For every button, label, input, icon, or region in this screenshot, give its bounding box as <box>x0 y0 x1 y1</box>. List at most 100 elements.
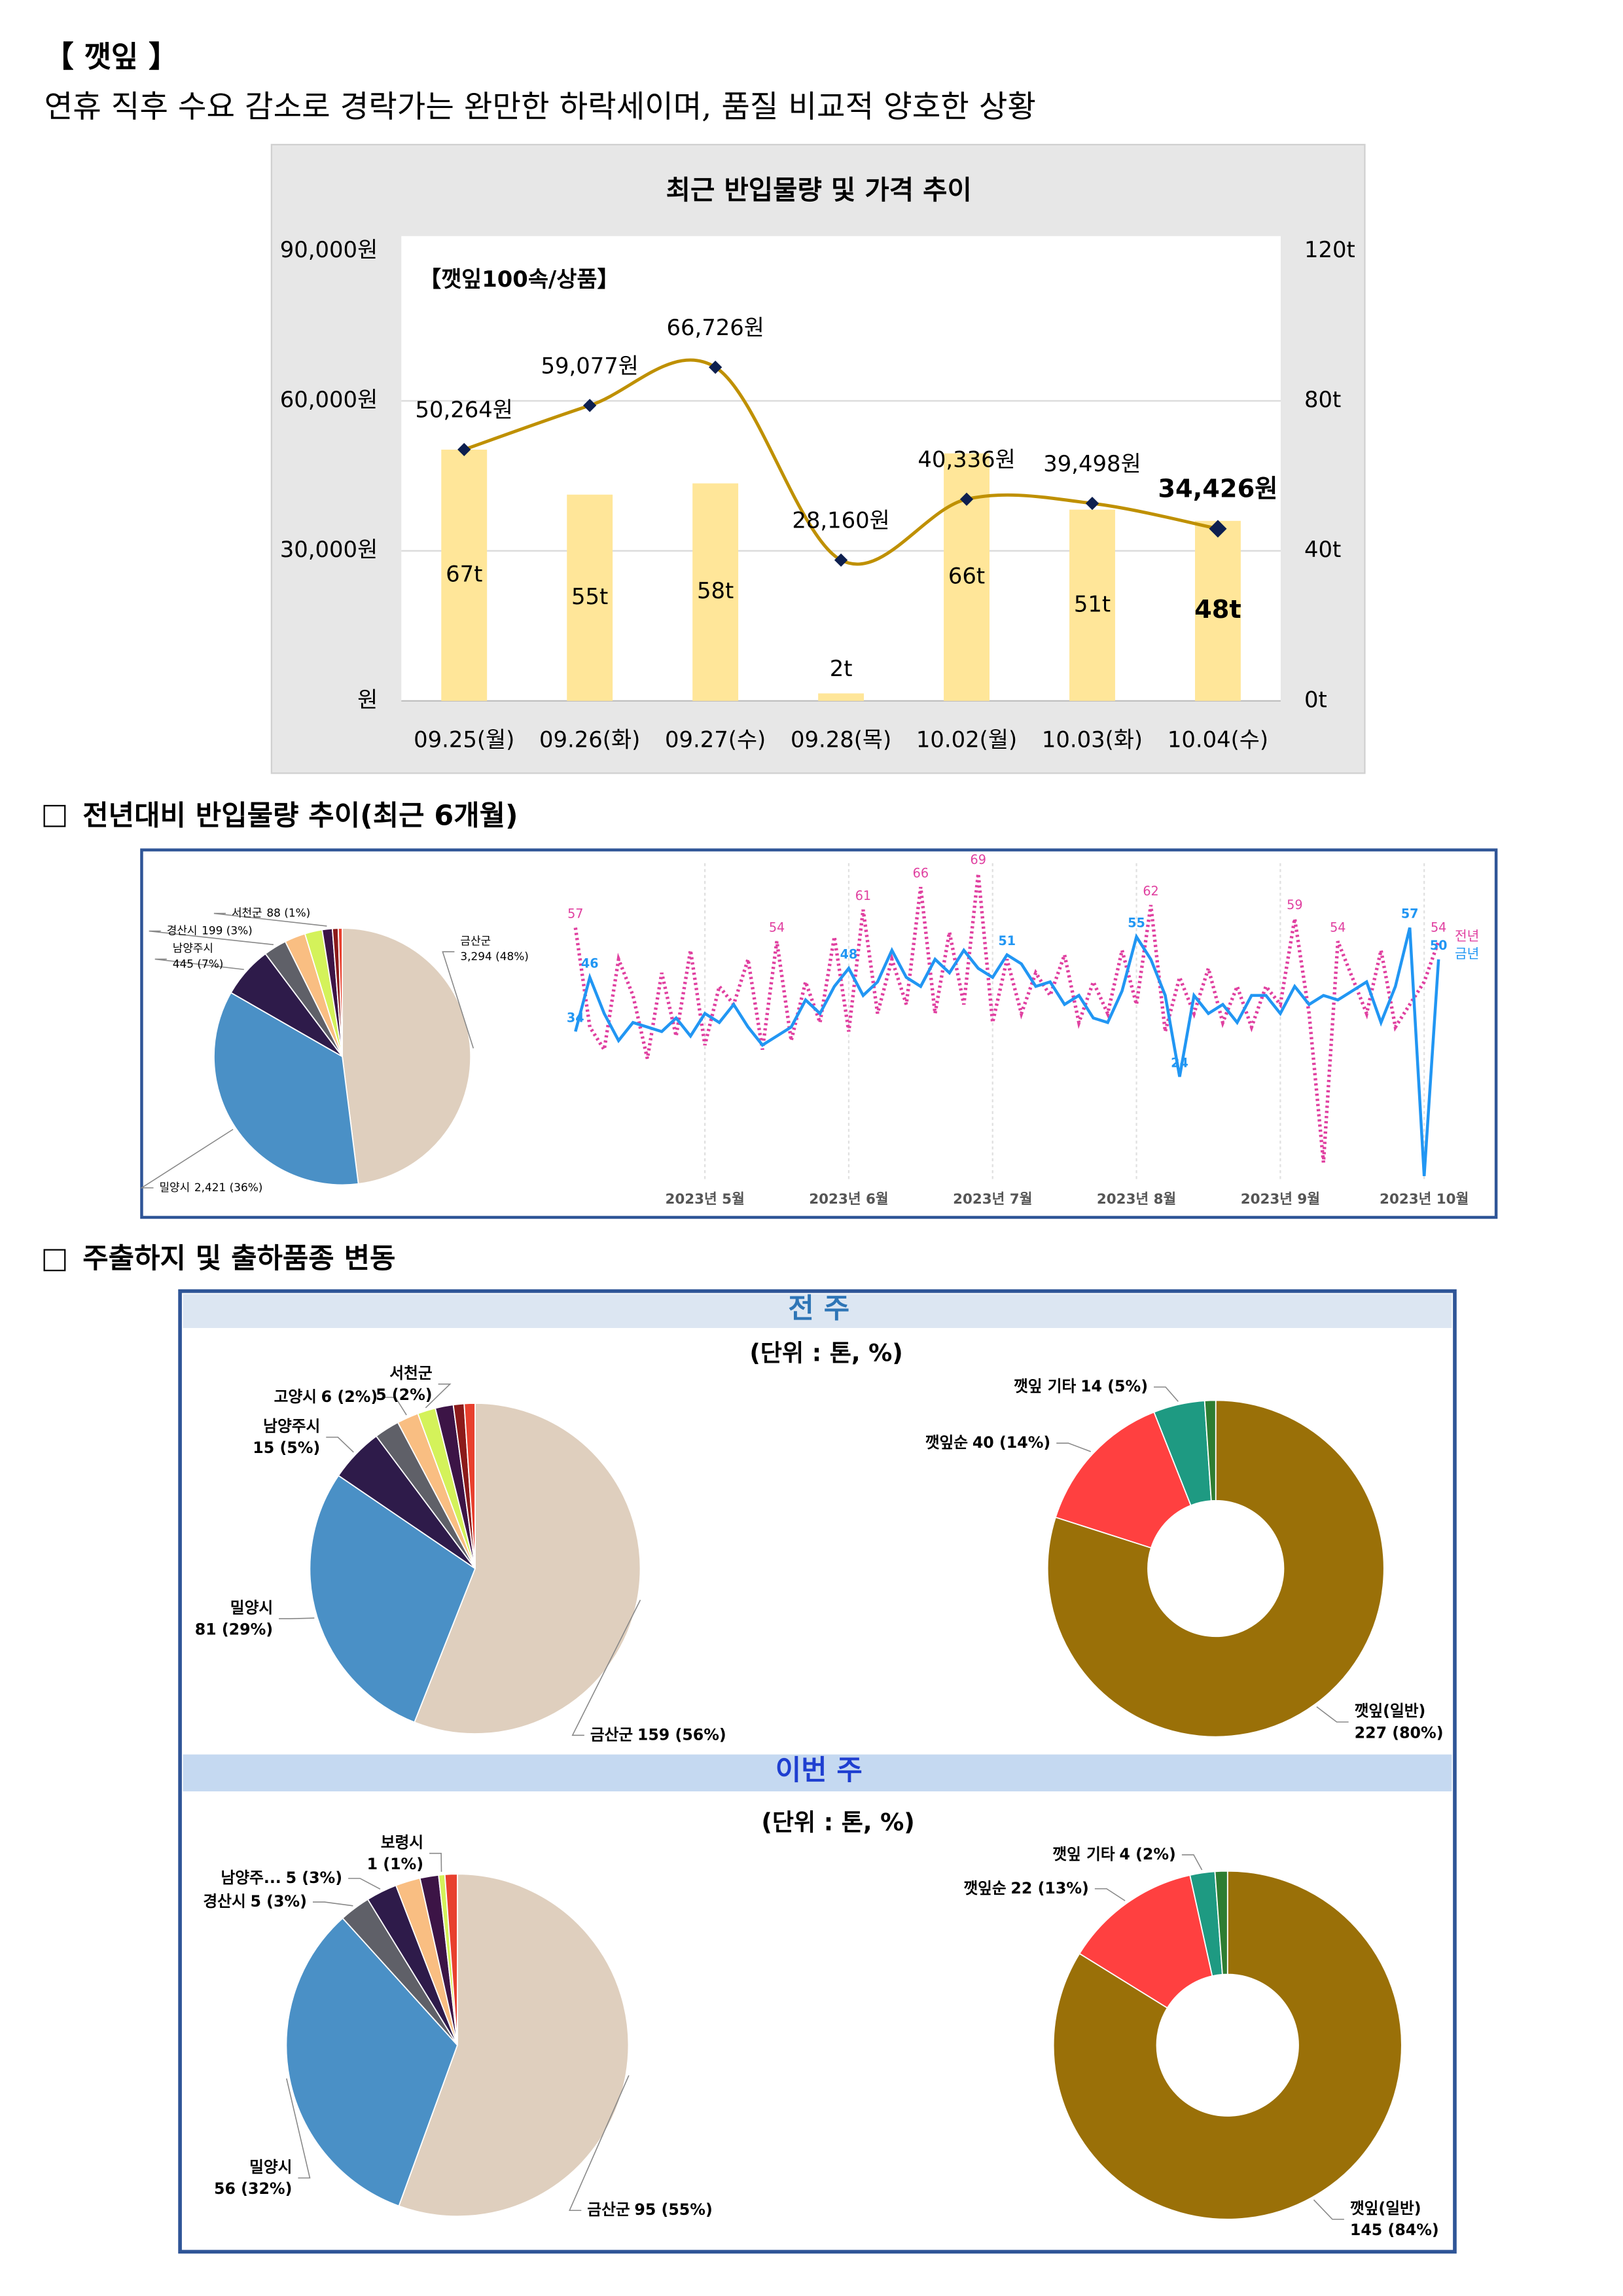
leader-line <box>326 1437 354 1453</box>
x-tick-label: 2023년 6월 <box>809 1191 888 1208</box>
slice-value: 14 (5%) <box>1080 1377 1148 1395</box>
leader-line <box>213 912 327 927</box>
price-label: 40,336원 <box>918 447 1015 473</box>
x-tick-label: 10.02(월) <box>916 726 1017 752</box>
data-label: 46 <box>581 956 599 971</box>
bar <box>1069 509 1115 701</box>
donut-slice <box>1052 1870 1402 2220</box>
slice-label: 남양주... 5 (3%) <box>221 1868 343 1886</box>
price-marker <box>583 399 597 412</box>
slice-label: 깻잎순 22 (13%) <box>963 1878 1088 1897</box>
price-marker <box>708 360 722 374</box>
donut-slice <box>1204 1399 1217 1502</box>
x-tick-label: 2023년 9월 <box>1241 1191 1320 1208</box>
leader-line <box>1181 1854 1203 1871</box>
slice-value: 88 (1%) <box>266 906 310 920</box>
chart-annotation: 【깻잎100속/상품】 <box>419 266 619 292</box>
data-label: 57 <box>567 906 583 922</box>
data-label: 50 <box>1430 938 1448 953</box>
y-tick-label: 90,000원 <box>280 237 378 262</box>
slice-value: 1 (1%) <box>367 1855 423 1873</box>
y2-tick-label: 0t <box>1304 687 1327 712</box>
leader-line <box>569 2075 630 2212</box>
slice-category: 고양시 <box>274 1388 317 1406</box>
pie-slice <box>463 1403 476 1569</box>
slice-category: 깻잎(일반) <box>1350 2198 1421 2217</box>
slice-category: 경산시 <box>167 924 198 937</box>
slice-category: 금산군 <box>460 934 491 947</box>
bar-label: 67t <box>446 561 482 586</box>
bar <box>567 494 613 701</box>
series-line <box>574 927 1440 1176</box>
slice-label: 남양주시 445 (7%) <box>173 942 224 971</box>
leader-line <box>1094 1888 1126 1901</box>
week-title: 이번 주 <box>776 1754 863 1787</box>
slice-category: 금산군 <box>590 1725 633 1744</box>
data-label: 51 <box>998 933 1016 948</box>
slice-category: 깻잎순 <box>925 1433 968 1451</box>
slice-value: 445 (7%) <box>173 957 224 970</box>
slice-value: 22 (13%) <box>1010 1878 1088 1897</box>
slice-category: 서천군 <box>389 1363 432 1382</box>
data-label: 54 <box>1330 920 1346 935</box>
slice-category: 밀양시 <box>249 2157 292 2176</box>
leader-line <box>1313 2199 1344 2220</box>
checkbox <box>43 804 66 827</box>
leader-line <box>429 1852 442 1872</box>
slice-value: 5 (3%) <box>286 1868 342 1886</box>
slice-value: 95 (55%) <box>634 2200 712 2219</box>
data-label: 61 <box>855 888 871 903</box>
pie-slice <box>285 1917 458 2207</box>
y-tick-label: 원 <box>357 687 378 712</box>
leader-line <box>139 1128 234 1189</box>
legend-entry: 금년 <box>1455 946 1479 961</box>
section-title: 전년대비 반입물량 추이(최근 6개월) <box>82 799 518 832</box>
x-tick-label: 2023년 5월 <box>665 1191 744 1208</box>
slice-value: 4 (2%) <box>1119 1844 1175 1863</box>
week-band <box>183 1754 1452 1791</box>
slice-label: 경산시 5 (3%) <box>203 1892 307 1910</box>
slice-category: 남양주... <box>221 1868 281 1886</box>
bar <box>441 449 488 701</box>
price-label: 34,426원 <box>1158 475 1277 504</box>
slice-value: 3,294 (48%) <box>460 950 528 963</box>
data-label: 54 <box>769 920 785 935</box>
x-tick-label: 2023년 8월 <box>1097 1191 1176 1208</box>
slice-value: 40 (14%) <box>972 1433 1050 1451</box>
slice-category: 금산군 <box>587 2200 630 2219</box>
slice-label: 서천군 88 (1%) <box>232 906 310 920</box>
price-label: 66,726원 <box>666 315 764 340</box>
price-label: 28,160원 <box>792 508 889 533</box>
x-tick-label: 2023년 10월 <box>1380 1191 1469 1208</box>
unit-label: (단위 : 톤, %) <box>749 1340 902 1367</box>
leader-line <box>312 1901 353 1907</box>
price-marker <box>834 553 848 567</box>
slice-label: 금산군 3,294 (48%) <box>460 934 528 963</box>
bar <box>692 483 739 701</box>
leader-line <box>442 951 474 1049</box>
slice-label: 경산시 199 (3%) <box>167 924 253 937</box>
pie-slice <box>309 1475 476 1723</box>
pie-slice <box>414 1403 641 1734</box>
slice-value: 81 (29%) <box>195 1620 273 1638</box>
bar-label: 2t <box>830 656 853 681</box>
slice-label: 밀양시 81 (29%) <box>195 1598 273 1638</box>
slice-label: 금산군 159 (56%) <box>590 1725 726 1744</box>
chart-title: 최근 반입물량 및 가격 추이 <box>666 174 972 206</box>
data-label: 69 <box>971 852 986 867</box>
slice-label: 깻잎 기타 4 (2%) <box>1052 1844 1176 1863</box>
slice-value: 145 (84%) <box>1350 2221 1439 2239</box>
data-label: 62 <box>1143 884 1158 899</box>
leader-line <box>154 958 244 971</box>
y-tick-label: 30,000원 <box>280 537 378 562</box>
y2-tick-label: 120t <box>1304 237 1355 262</box>
slice-label: 깻잎(일반) 145 (84%) <box>1350 2198 1439 2238</box>
data-label: 54 <box>1431 920 1446 935</box>
slice-value: 56 (32%) <box>214 2179 292 2197</box>
leader-line <box>348 1878 381 1890</box>
slice-value: 5 (2%) <box>376 1386 432 1404</box>
slice-label: 금산군 95 (55%) <box>587 2200 712 2219</box>
pie-slice <box>444 1873 458 2045</box>
slice-value: 199 (3%) <box>202 924 253 937</box>
